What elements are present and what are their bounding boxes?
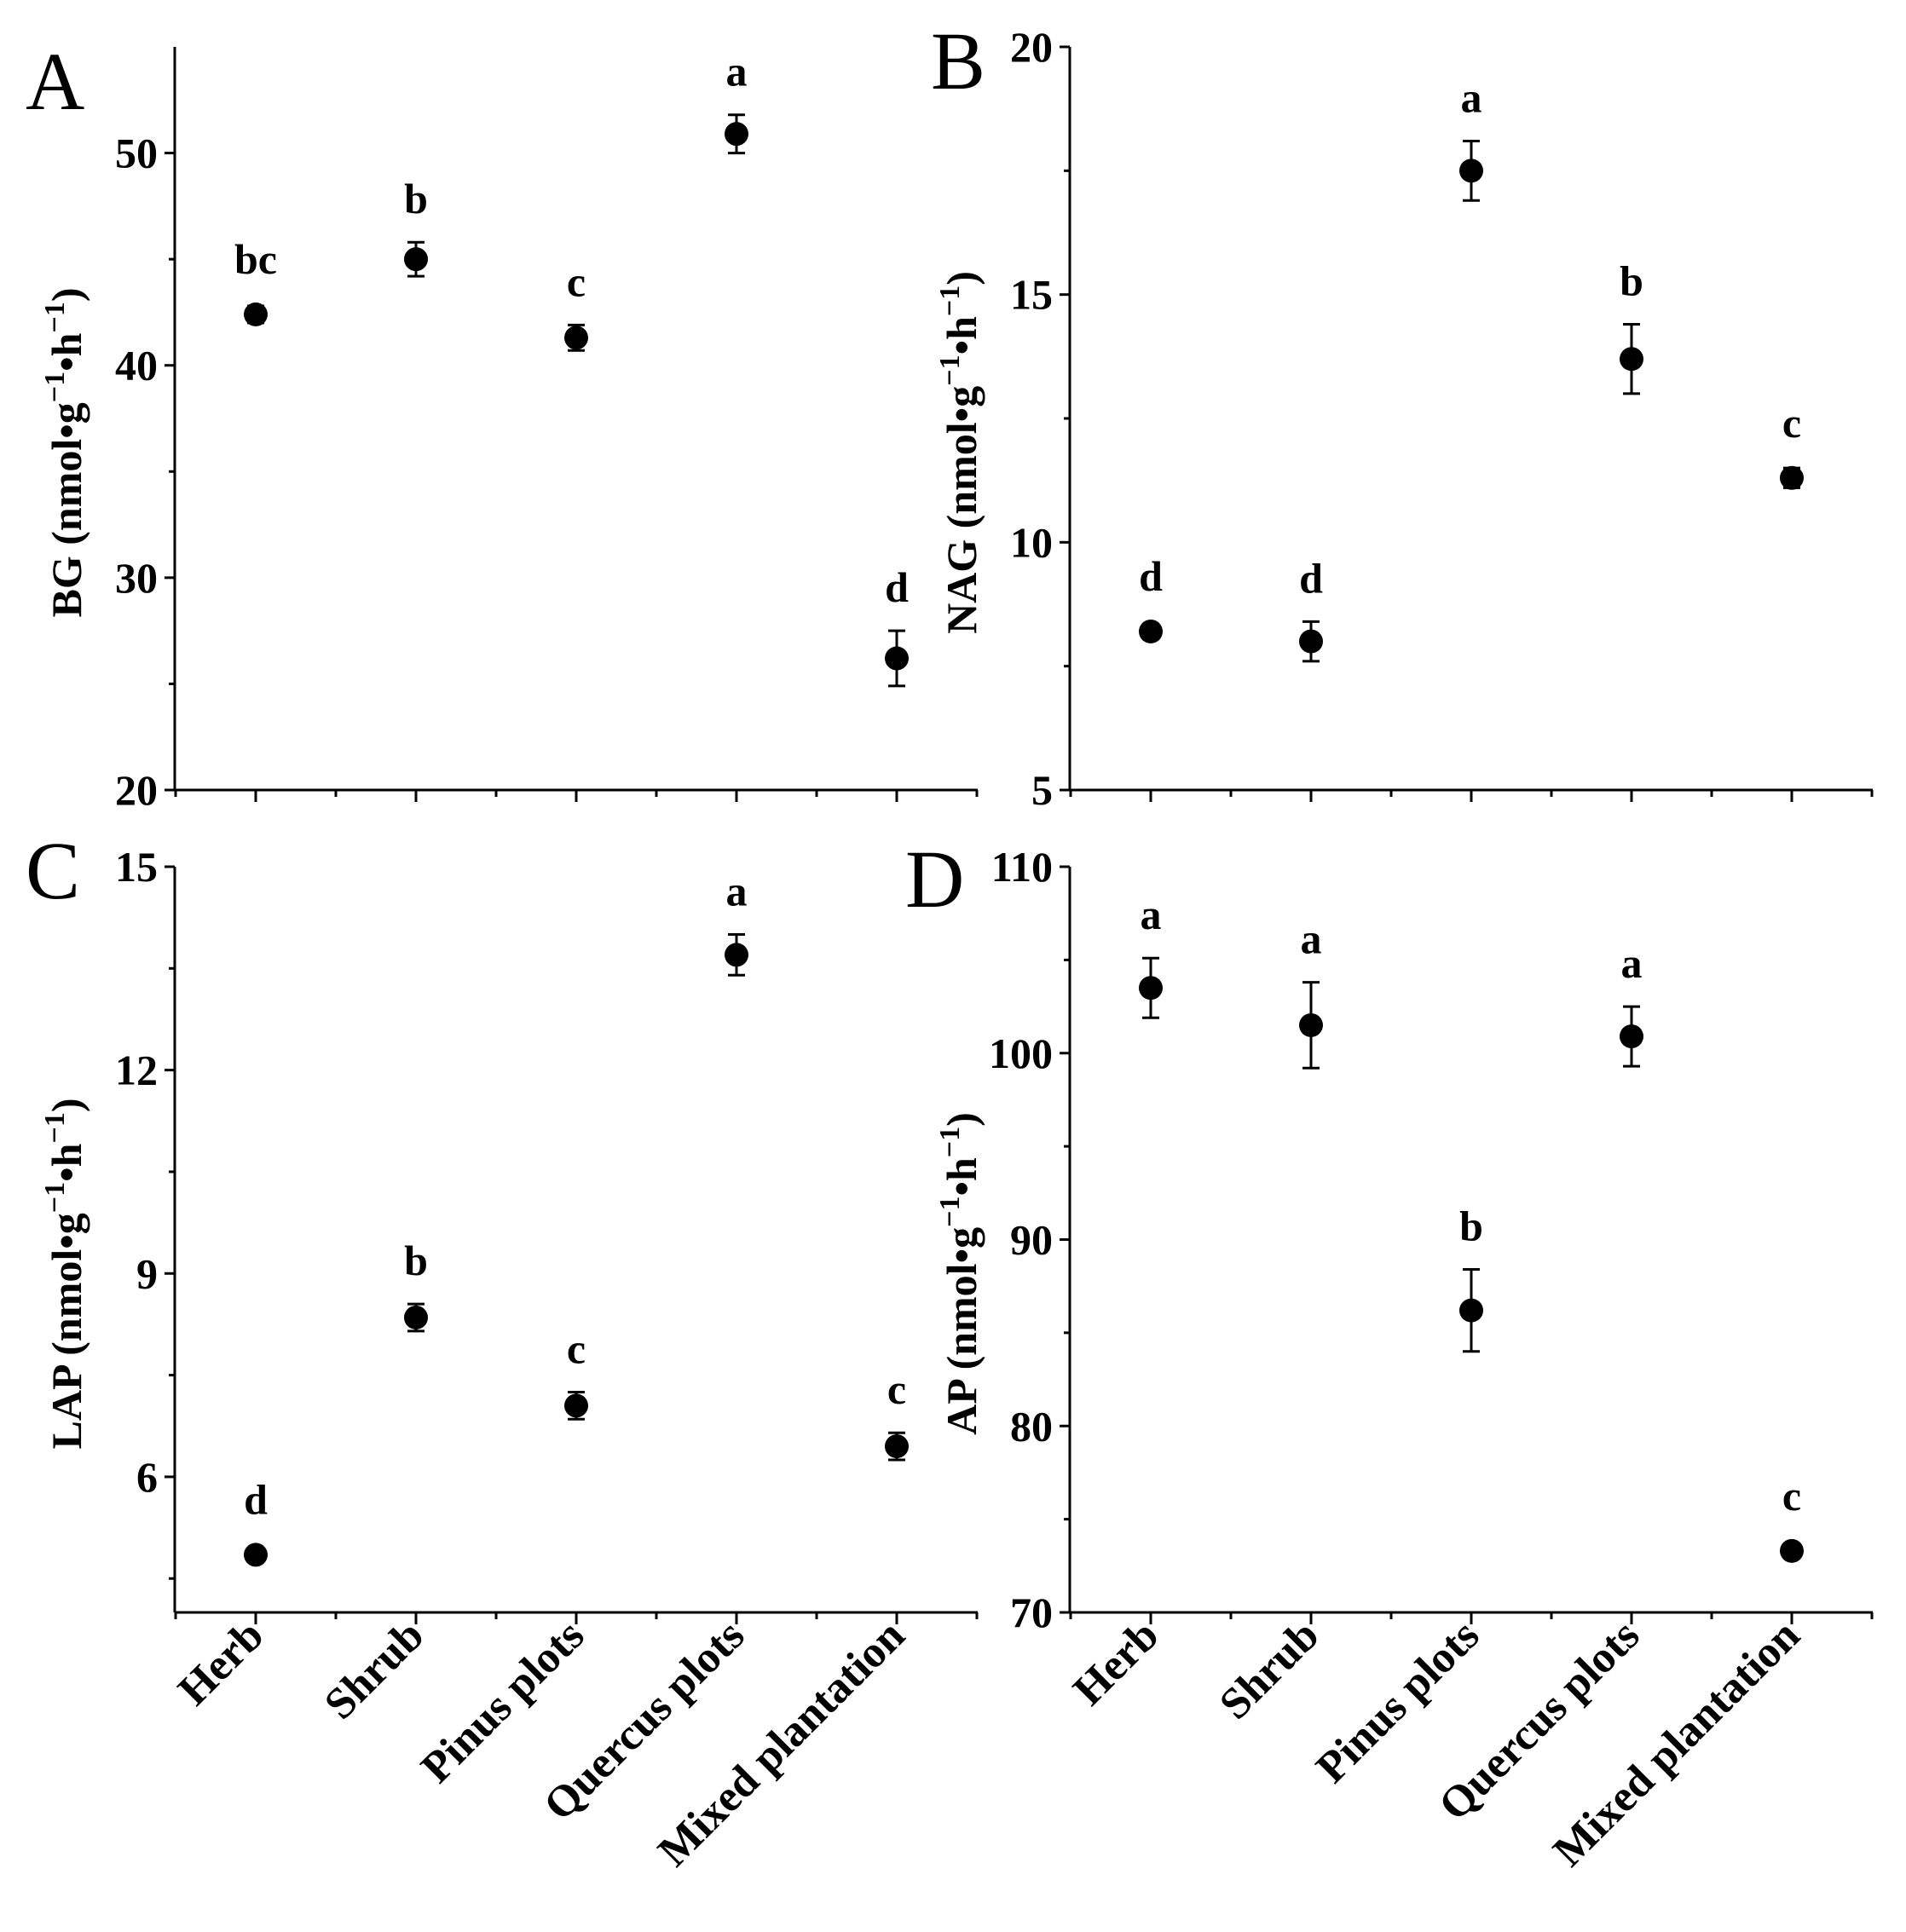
data-point-group: d (1299, 554, 1323, 663)
y-tick-label: 90 (1010, 1216, 1053, 1264)
significance-letter: c (1782, 1472, 1801, 1520)
data-point-group: b (404, 175, 428, 278)
data-point-group: b (1459, 1202, 1483, 1353)
significance-letter: c (567, 257, 586, 305)
data-point-group: a (1620, 939, 1643, 1068)
data-point-group: b (1620, 257, 1643, 395)
y-tick-label: 6 (136, 1453, 158, 1501)
data-point (1620, 1024, 1643, 1049)
significance-letter: d (244, 1475, 268, 1523)
data-point-group: c (564, 257, 588, 352)
significance-letter: d (885, 563, 909, 611)
y-axis-title: AP (nmol•g−1•h−1) (934, 1112, 985, 1435)
significance-letter: c (567, 1324, 586, 1372)
data-point (1459, 159, 1483, 183)
y-tick-label: 15 (1010, 271, 1053, 319)
significance-letter: b (1459, 1202, 1483, 1250)
data-point-group: d (1139, 552, 1163, 643)
y-tick-label: 9 (136, 1249, 158, 1297)
y-tick-label: 12 (115, 1047, 158, 1094)
panel-letter: D (905, 833, 964, 925)
data-point (1299, 1012, 1323, 1037)
data-point-group: a (1139, 891, 1163, 1019)
y-axis-title: BG (nmol•g−1•h−1) (39, 288, 90, 618)
data-point (1139, 976, 1163, 1001)
panel-letter: A (26, 36, 84, 127)
data-point-group: c (564, 1324, 588, 1421)
y-tick-label: 15 (115, 843, 158, 891)
data-point (404, 247, 428, 272)
y-tick-label: 40 (115, 342, 158, 389)
data-point (564, 326, 588, 350)
significance-letter: b (1620, 257, 1643, 305)
data-point-group: a (725, 48, 748, 155)
data-point-group: c (1780, 1472, 1804, 1563)
y-tick-label: 110 (991, 843, 1053, 891)
data-point (885, 1434, 909, 1459)
significance-letter: a (1301, 915, 1322, 963)
y-axis-title: NAG (nmol•g−1•h−1) (934, 271, 985, 634)
data-point-group: c (1780, 399, 1804, 490)
data-point (1299, 629, 1323, 654)
data-point (244, 302, 268, 326)
panel-D: 70 80 90 100 110 a a b a c AP (nmol•g−1•h−1) D (905, 833, 1874, 1636)
data-point (725, 943, 748, 967)
y-axis-title: LAP (nmol•g−1•h−1) (39, 1099, 90, 1450)
x-category-label: Shrub (315, 1611, 433, 1728)
y-tick-label: 20 (115, 766, 158, 814)
significance-letter: c (887, 1365, 906, 1413)
x-category-label: Herb (1064, 1611, 1168, 1715)
data-point-group: a (725, 868, 748, 977)
data-point-group: a (1459, 73, 1483, 202)
data-point (244, 1543, 268, 1567)
y-tick-label: 100 (989, 1029, 1053, 1077)
data-point-group: a (1299, 915, 1323, 1070)
x-category-label: Shrub (1210, 1611, 1328, 1728)
panel-letter: B (931, 15, 985, 107)
significance-letter: b (404, 1237, 428, 1284)
panel-letter: C (26, 825, 80, 916)
data-point-group: d (885, 563, 909, 688)
data-point (1780, 465, 1804, 490)
data-point (404, 1305, 428, 1329)
significance-letter: a (726, 868, 748, 915)
significance-letter: d (1299, 554, 1323, 602)
significance-letter: b (404, 175, 428, 222)
y-tick-label: 30 (115, 554, 158, 602)
data-point (1620, 347, 1643, 372)
y-tick-label: 70 (1010, 1589, 1053, 1636)
y-tick-label: 50 (115, 130, 158, 177)
y-tick-label: 20 (1010, 23, 1053, 71)
significance-letter: a (1141, 891, 1162, 938)
significance-letter: bc (234, 235, 277, 283)
data-point-group: c (885, 1365, 909, 1462)
y-tick-label: 10 (1010, 518, 1053, 566)
y-tick-label: 80 (1010, 1402, 1053, 1450)
x-category-label: Herb (169, 1611, 273, 1715)
data-point (1459, 1298, 1483, 1323)
significance-letter: a (1621, 939, 1643, 987)
data-point (1780, 1538, 1804, 1563)
panel-C: 6 9 12 15 d b c a c LAP (nmol•g−1•h−1) C (26, 825, 979, 1624)
panel-B: 5 10 15 20 d d a b c NAG (nmol•g−1•h−1) B (931, 15, 1874, 814)
significance-letter: a (726, 48, 748, 95)
significance-letter: c (1782, 399, 1801, 447)
data-point-group: d (244, 1475, 268, 1567)
data-point-group: b (404, 1237, 428, 1333)
data-point (725, 122, 748, 147)
significance-letter: d (1139, 552, 1163, 600)
y-tick-label: 5 (1031, 766, 1053, 814)
data-point-group: bc (234, 235, 277, 326)
data-point (1139, 619, 1163, 643)
significance-letter: a (1461, 73, 1482, 121)
data-point (564, 1393, 588, 1418)
data-point (885, 646, 909, 671)
